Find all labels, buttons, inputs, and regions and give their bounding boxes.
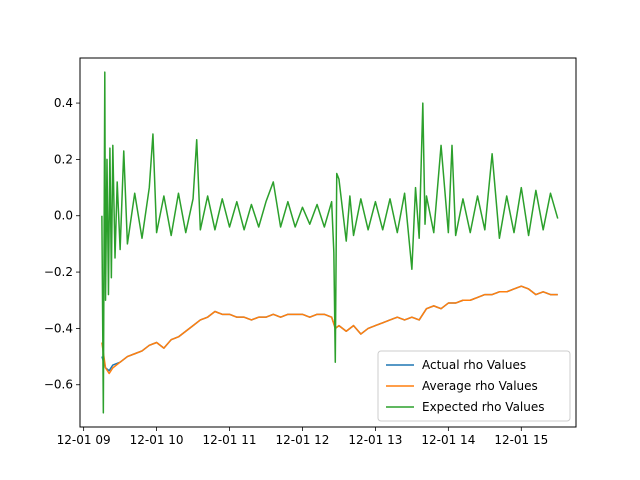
series-layer xyxy=(101,71,559,414)
y-tick-label: 0.4 xyxy=(54,96,73,110)
legend-box xyxy=(377,350,571,422)
x-tick-label: 12-01 15 xyxy=(494,433,548,447)
x-tick-label: 12-01 10 xyxy=(130,433,184,447)
series-line-2 xyxy=(101,285,558,375)
legend-label: Expected rho Values xyxy=(422,400,545,414)
y-tick-label: −0.4 xyxy=(44,321,73,335)
legend: Actual rho Values Average rho Values Expec… xyxy=(377,350,571,422)
series-line-3 xyxy=(101,71,559,414)
y-axis: −0.6 −0.4 −0.2 0.0 0.2 0.4 xyxy=(44,96,80,392)
x-tick-label: 12-01 12 xyxy=(275,433,329,447)
y-tick-label: −0.2 xyxy=(44,265,73,279)
y-tick-label: 0.2 xyxy=(54,152,73,166)
y-tick-label: −0.6 xyxy=(44,378,73,392)
plot-frame xyxy=(79,57,577,428)
x-tick-label: 12-01 13 xyxy=(348,433,402,447)
y-tick-label: 0.0 xyxy=(54,209,73,223)
x-axis: 12-01 09 12-01 10 12-01 11 12-01 12 12-01 13… xyxy=(57,427,548,447)
legend-label: Average rho Values xyxy=(422,379,538,393)
legend-label: Actual rho Values xyxy=(422,358,526,372)
x-tick-label: 12-01 09 xyxy=(57,433,111,447)
x-tick-label: 12-01 14 xyxy=(421,433,475,447)
x-tick-label: 12-01 11 xyxy=(203,433,257,447)
